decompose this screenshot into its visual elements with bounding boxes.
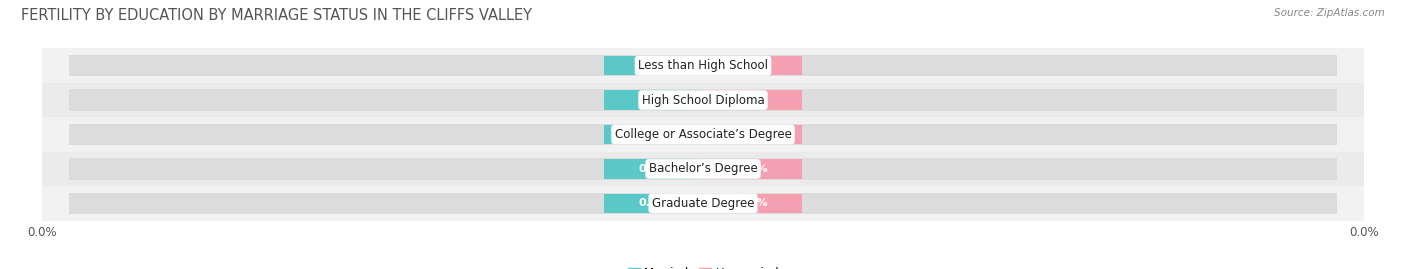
Text: FERTILITY BY EDUCATION BY MARRIAGE STATUS IN THE CLIFFS VALLEY: FERTILITY BY EDUCATION BY MARRIAGE STATU…	[21, 8, 531, 23]
Bar	[703, 158, 1337, 180]
Bar	[42, 48, 1364, 83]
Text: Less than High School: Less than High School	[638, 59, 768, 72]
Text: Source: ZipAtlas.com: Source: ZipAtlas.com	[1274, 8, 1385, 18]
Bar	[42, 152, 1364, 186]
Text: Graduate Degree: Graduate Degree	[652, 197, 754, 210]
Bar	[69, 193, 703, 214]
Text: Bachelor’s Degree: Bachelor’s Degree	[648, 162, 758, 175]
Text: 0.0%: 0.0%	[638, 129, 669, 140]
Bar	[603, 159, 703, 179]
Text: High School Diploma: High School Diploma	[641, 94, 765, 107]
Bar	[42, 186, 1364, 221]
Text: 0.0%: 0.0%	[638, 198, 669, 208]
Legend: Married, Unmarried: Married, Unmarried	[628, 267, 778, 269]
Text: 0.0%: 0.0%	[737, 61, 768, 71]
Text: 0.0%: 0.0%	[737, 129, 768, 140]
Bar	[69, 124, 703, 145]
Text: 0.0%: 0.0%	[638, 95, 669, 105]
Bar	[703, 159, 801, 179]
Bar	[703, 193, 1337, 214]
Bar	[69, 158, 703, 180]
Bar	[603, 194, 703, 213]
Text: 0.0%: 0.0%	[737, 198, 768, 208]
Bar	[42, 117, 1364, 152]
Text: 0.0%: 0.0%	[737, 95, 768, 105]
Bar	[703, 90, 801, 110]
Bar	[603, 56, 703, 75]
Bar	[703, 124, 1337, 145]
Bar	[69, 55, 703, 76]
Bar	[603, 90, 703, 110]
Bar	[703, 194, 801, 213]
Text: 0.0%: 0.0%	[638, 61, 669, 71]
Bar	[42, 83, 1364, 117]
Bar	[703, 89, 1337, 111]
Bar	[703, 56, 801, 75]
Text: 0.0%: 0.0%	[737, 164, 768, 174]
Bar	[703, 55, 1337, 76]
Bar	[69, 89, 703, 111]
Text: 0.0%: 0.0%	[638, 164, 669, 174]
Text: College or Associate’s Degree: College or Associate’s Degree	[614, 128, 792, 141]
Bar	[603, 125, 703, 144]
Bar	[703, 125, 801, 144]
